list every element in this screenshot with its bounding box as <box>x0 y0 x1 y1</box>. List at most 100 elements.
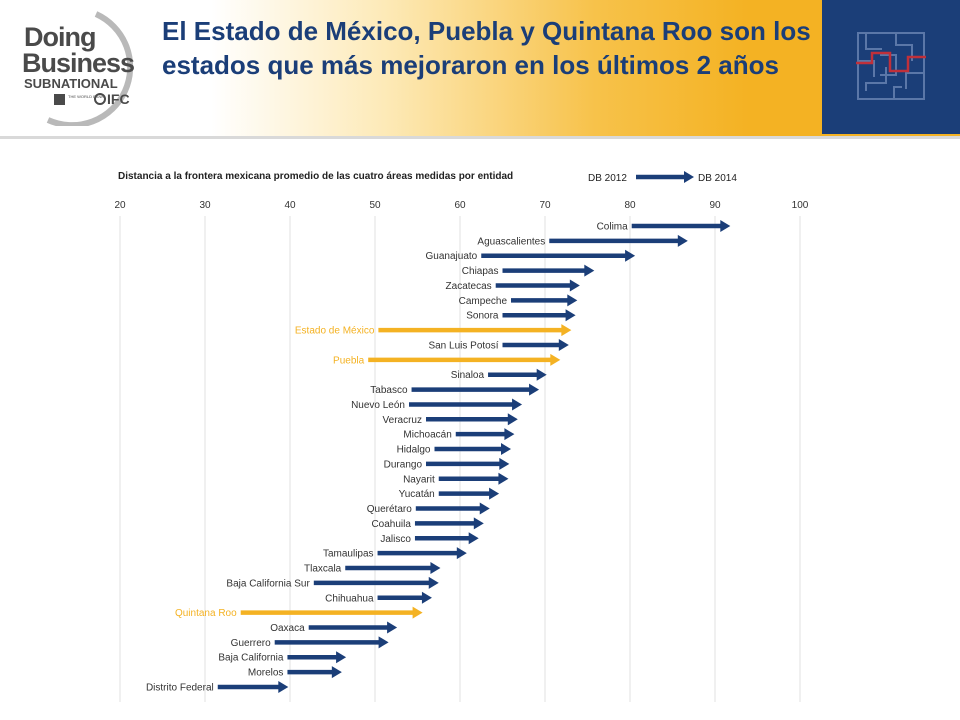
state-label: Distrito Federal <box>146 682 214 693</box>
arrow-row: Baja California <box>218 651 347 664</box>
arrow-head <box>584 264 595 277</box>
arrow-row: Zacatecas <box>446 279 580 292</box>
arrow-row: Chiapas <box>462 264 595 277</box>
arrow-head <box>387 621 398 634</box>
arrow-row: Michoacán <box>403 428 515 441</box>
state-label: Michoacán <box>403 430 451 441</box>
state-label: Hidalgo <box>397 445 431 456</box>
arrow-head <box>473 517 484 530</box>
x-tick-label: 60 <box>454 200 466 211</box>
arrow-row: Campeche <box>459 294 578 307</box>
arrow-head <box>430 562 441 575</box>
arrow-row: Estado de México <box>295 324 572 337</box>
x-tick-label: 30 <box>199 200 211 211</box>
arrow-row: Hidalgo <box>397 443 511 456</box>
arrow-row: Nuevo León <box>351 398 523 411</box>
header-banner <box>0 0 960 139</box>
world-bank-text: THE WORLD BANK <box>68 94 104 99</box>
state-label: Zacatecas <box>446 281 492 292</box>
arrow-head <box>501 443 511 456</box>
state-label: Puebla <box>333 355 365 366</box>
arrow-row: Tabasco <box>370 383 540 396</box>
arrow-head <box>569 279 580 292</box>
arrow-head <box>536 368 547 381</box>
state-label: Tlaxcala <box>304 564 342 575</box>
state-label: Sinaloa <box>451 370 485 381</box>
state-label: Tamaulipas <box>323 549 374 560</box>
arrow-row: Aguascalientes <box>477 234 688 247</box>
state-label: Morelos <box>248 668 284 679</box>
arrow-head <box>278 680 289 693</box>
arrow-head <box>479 502 490 515</box>
chart-legend: DB 2012 DB 2014 <box>588 171 737 184</box>
x-tick-label: 50 <box>369 200 381 211</box>
state-label: Tabasco <box>370 385 408 396</box>
arrow-head <box>331 666 342 679</box>
arrow-head <box>567 294 578 307</box>
arrow-head <box>504 428 515 441</box>
arrow-head <box>456 547 467 560</box>
x-tick-label: 80 <box>624 200 636 211</box>
x-tick-label: 70 <box>539 200 551 211</box>
state-label: Nuevo León <box>351 400 405 411</box>
arrow-head <box>468 532 479 545</box>
arrow-row: Durango <box>384 457 510 470</box>
state-label: Oaxaca <box>270 623 305 634</box>
x-tick-label: 90 <box>709 200 721 211</box>
arrow-row: Jalisco <box>380 532 479 545</box>
doing-business-logo: Doing Business SUBNATIONAL THE WORLD BAN… <box>22 11 135 126</box>
arrow-row: Quintana Roo <box>175 606 423 619</box>
state-label: San Luis Potosí <box>428 340 498 351</box>
x-tick-label: 40 <box>284 200 296 211</box>
x-tick-label: 100 <box>792 200 809 211</box>
arrow-row: San Luis Potosí <box>428 338 569 351</box>
world-bank-icon <box>54 94 65 105</box>
arrow-head <box>421 591 432 604</box>
state-label: Chiapas <box>462 266 499 277</box>
arrow-head <box>625 249 636 262</box>
state-label: Veracruz <box>383 415 422 426</box>
arrow-head <box>489 487 500 500</box>
state-label: Baja California Sur <box>226 578 310 589</box>
arrow-head <box>561 324 572 337</box>
arrow-row: Nayarit <box>403 472 509 485</box>
arrow-row: Chihuahua <box>325 591 432 604</box>
arrow-head <box>499 457 510 470</box>
arrow-head <box>550 353 561 366</box>
logo-line2: Business <box>22 48 134 78</box>
logo-arc <box>46 11 134 126</box>
state-label: Yucatán <box>399 489 435 500</box>
arrow-head <box>412 606 423 619</box>
state-label: Guanajuato <box>426 251 478 262</box>
state-label: Chihuahua <box>325 593 374 604</box>
arrow-row: Tlaxcala <box>304 562 441 575</box>
legend-from-label: DB 2012 <box>588 173 627 184</box>
ifc-icon <box>94 93 106 105</box>
state-label: Coahuila <box>371 519 411 530</box>
x-tick-label: 20 <box>114 200 126 211</box>
state-label: Sonora <box>466 311 499 322</box>
arrow-head <box>507 413 518 426</box>
arrow-row: Guanajuato <box>426 249 636 262</box>
arrow-row: Morelos <box>248 666 342 679</box>
arrow-head <box>378 636 389 649</box>
state-label: Baja California <box>218 653 283 664</box>
arrow-head <box>677 234 688 247</box>
distance-chart: Distancia a la frontera mexicana promedi… <box>114 171 809 702</box>
state-label: Campeche <box>459 296 508 307</box>
state-label: Durango <box>384 459 423 470</box>
arrow-head <box>720 220 731 232</box>
arrow-row: Oaxaca <box>270 621 398 634</box>
arrow-row: Yucatán <box>399 487 500 500</box>
state-label: Nayarit <box>403 474 435 485</box>
arrow-row: Sinaloa <box>451 368 547 381</box>
chart-title: Distancia a la frontera mexicana promedi… <box>118 171 513 182</box>
arrow-head <box>336 651 347 664</box>
arrow-row: Guerrero <box>231 636 389 649</box>
state-label: Aguascalientes <box>477 236 545 247</box>
state-label: Querétaro <box>367 504 412 515</box>
arrow-row: Querétaro <box>367 502 490 515</box>
state-label: Estado de México <box>295 326 375 337</box>
arrow-head <box>558 338 569 351</box>
arrow-row: Veracruz <box>383 413 518 426</box>
